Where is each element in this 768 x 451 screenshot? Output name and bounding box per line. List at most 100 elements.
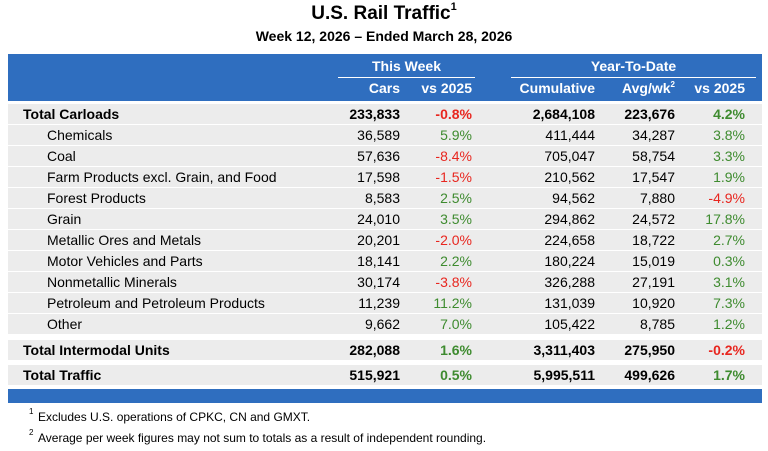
cumulative-cell: 105,422 — [544, 316, 595, 332]
cars-cell: 11,239 — [358, 295, 400, 311]
vs-2025-week-cell: 3.5% — [440, 211, 472, 227]
vs-2025-ytd-cell: 2.7% — [713, 232, 745, 248]
table-row: Petroleum and Petroleum Products 11,239 11… — [8, 293, 762, 313]
cumulative-cell: 2,684,108 — [532, 106, 595, 122]
cumulative-cell: 411,444 — [545, 127, 595, 143]
avg-week-cell: 7,880 — [639, 190, 675, 206]
row-label: Total Intermodal Units — [23, 342, 170, 358]
vs-2025-week-cell: 5.9% — [440, 127, 472, 143]
cars-cell: 8,583 — [364, 190, 400, 206]
row-label: Chemicals — [47, 127, 113, 143]
cars-cell: 36,589 — [357, 127, 400, 143]
table-header: This Week Year-To-Date Cars vs 2025 Cumu… — [8, 54, 762, 101]
footnote-mark: 2 — [29, 428, 34, 437]
row-label: Coal — [47, 148, 76, 164]
cumulative-cell: 180,224 — [544, 253, 595, 269]
vs-2025-ytd-cell: 1.9% — [713, 169, 745, 185]
page-title: U.S. Rail Traffic1 — [0, 1, 768, 25]
header-avg-footnote-mark: 2 — [670, 80, 675, 89]
cumulative-cell: 3,311,403 — [533, 342, 595, 358]
avg-week-cell: 24,572 — [632, 211, 675, 227]
vs-2025-ytd-cell: 4.2% — [713, 106, 745, 122]
vs-2025-ytd-cell: 17.8% — [705, 211, 745, 227]
header-ytd: Year-To-Date — [511, 58, 756, 78]
vs-2025-week-cell: -3.8% — [435, 274, 472, 290]
header-this-week: This Week — [338, 58, 475, 78]
table-footer-bar — [8, 389, 762, 403]
vs-2025-ytd-cell: 0.3% — [713, 253, 745, 269]
vs-2025-week-cell: 2.2% — [440, 253, 472, 269]
cumulative-cell: 224,658 — [544, 232, 595, 248]
cumulative-cell: 5,995,511 — [533, 367, 595, 383]
table-row: Metallic Ores and Metals 20,201 -2.0% 224,6… — [8, 230, 762, 250]
vs-2025-ytd-cell: -0.2% — [708, 342, 745, 358]
vs-2025-week-cell: 0.5% — [440, 367, 472, 383]
row-label: Nonmetallic Minerals — [47, 274, 177, 290]
avg-week-cell: 17,547 — [632, 169, 675, 185]
row-label: Forest Products — [47, 190, 146, 206]
header-cars: Cars — [368, 80, 400, 96]
title-text: U.S. Rail Traffic — [311, 3, 451, 24]
row-label: Metallic Ores and Metals — [47, 232, 202, 248]
cumulative-cell: 326,288 — [544, 274, 595, 290]
cars-cell: 17,598 — [357, 169, 400, 185]
table-row: Chemicals 36,589 5.9% 411,444 34,287 3.8% — [8, 125, 762, 145]
row-label: Other — [47, 316, 83, 332]
vs-2025-week-cell: -2.0% — [435, 232, 472, 248]
header-vs-week: vs 2025 — [421, 80, 472, 96]
cumulative-cell: 94,562 — [552, 190, 595, 206]
avg-week-cell: 10,920 — [632, 295, 675, 311]
row-label: Total Traffic — [23, 367, 102, 383]
vs-2025-week-cell: 7.0% — [440, 316, 472, 332]
avg-week-cell: 58,754 — [632, 148, 675, 164]
footnote-text: Excludes U.S. operations of CPKC, CN and… — [38, 410, 311, 424]
avg-week-cell: 18,722 — [632, 232, 675, 248]
cumulative-cell: 210,562 — [544, 169, 595, 185]
table-row: Total Traffic 515,921 0.5% 5,995,511 499,626… — [8, 365, 762, 385]
cars-cell: 20,201 — [357, 232, 400, 248]
table-row: Forest Products 8,583 2.5% 94,562 7,880 -4.9% — [8, 188, 762, 208]
cumulative-cell: 131,039 — [544, 295, 595, 311]
row-label: Total Carloads — [23, 106, 120, 122]
row-label: Farm Products excl. Grain, and Food — [47, 169, 277, 185]
vs-2025-week-cell: -8.4% — [435, 148, 472, 164]
vs-2025-ytd-cell: 7.3% — [713, 295, 745, 311]
vs-2025-week-cell: 2.5% — [440, 190, 472, 206]
vs-2025-ytd-cell: 3.8% — [713, 127, 745, 143]
avg-week-cell: 34,287 — [632, 127, 675, 143]
avg-week-cell: 27,191 — [632, 274, 675, 290]
cumulative-cell: 294,862 — [544, 211, 595, 227]
row-label: Grain — [47, 211, 82, 227]
footnote-mark: 1 — [29, 407, 34, 416]
row-label: Motor Vehicles and Parts — [47, 253, 203, 269]
table-row: Other 9,662 7.0% 105,422 8,785 1.2% — [8, 314, 762, 334]
title-footnote-mark: 1 — [450, 1, 457, 13]
table-row: Total Carloads 233,833 -0.8% 2,684,108 223,6… — [8, 104, 762, 124]
avg-week-cell: 15,019 — [632, 253, 675, 269]
vs-2025-ytd-cell: 1.7% — [713, 367, 745, 383]
cars-cell: 24,010 — [357, 211, 400, 227]
header-vs-ytd: vs 2025 — [694, 80, 745, 96]
row-label: Petroleum and Petroleum Products — [47, 295, 265, 311]
cars-cell: 57,636 — [357, 148, 400, 164]
subtitle: Week 12, 2026 – Ended March 28, 2026 — [255, 28, 513, 44]
avg-week-cell: 8,785 — [639, 316, 675, 332]
vs-2025-ytd-cell: -4.9% — [708, 190, 745, 206]
vs-2025-week-cell: -1.5% — [435, 169, 472, 185]
table-row: Total Intermodal Units 282,088 1.6% 3,311,4… — [8, 340, 762, 360]
table-row: Farm Products excl. Grain, and Food 17,59… — [8, 167, 762, 187]
table-row: Grain 24,010 3.5% 294,862 24,572 17.8% — [8, 209, 762, 229]
header-avg-text: Avg/wk — [622, 80, 671, 96]
avg-week-cell: 223,676 — [624, 106, 675, 122]
cars-cell: 30,174 — [357, 274, 400, 290]
cumulative-cell: 705,047 — [544, 148, 595, 164]
table-row: Motor Vehicles and Parts 18,141 2.2% 180,22… — [8, 251, 762, 271]
table-row: Coal 57,636 -8.4% 705,047 58,754 3.3% — [8, 146, 762, 166]
cars-cell: 515,921 — [349, 367, 400, 383]
vs-2025-ytd-cell: 3.3% — [713, 148, 745, 164]
footnote-text: Average per week figures may not sum to … — [38, 431, 487, 445]
vs-2025-week-cell: -0.8% — [435, 106, 472, 122]
cars-cell: 233,833 — [349, 106, 400, 122]
vs-2025-week-cell: 1.6% — [440, 342, 472, 358]
footnote-1: 1 Excludes U.S. operations of CPKC, CN an… — [29, 407, 311, 424]
